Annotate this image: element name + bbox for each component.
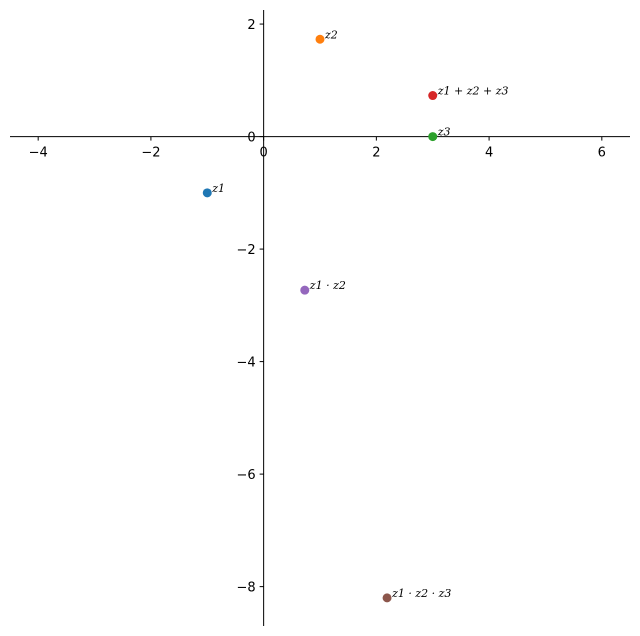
point-label: z3 [437, 126, 451, 139]
point-label: z2 [324, 28, 338, 41]
x-ticks: −4 −2 0 2 4 6 [29, 136, 606, 161]
x-tick-label: −2 [141, 146, 160, 161]
data-points: z1 z2 z3 z1 + z2 + z3 z1 · z2 z1 · z2 · z3 [202, 28, 509, 603]
x-tick-label: 2 [372, 146, 380, 161]
y-tick-label: 0 [247, 131, 255, 146]
y-tick-label: −2 [236, 243, 255, 258]
y-ticks: 2 0 −2 −4 −6 −8 [236, 18, 264, 596]
point-label: z1 [211, 182, 225, 195]
axes [10, 10, 630, 626]
x-tick-label: 0 [259, 146, 267, 161]
point-label: z1 · z2 · z3 [391, 587, 451, 600]
data-point [300, 285, 310, 295]
data-point [428, 91, 438, 101]
y-tick-label: −8 [236, 581, 255, 596]
y-tick-label: −6 [236, 468, 255, 483]
x-tick-label: −4 [29, 146, 48, 161]
point-label: z1 · z2 [309, 279, 346, 292]
data-point [382, 593, 392, 603]
data-point [202, 188, 212, 198]
y-tick-label: 2 [247, 18, 255, 33]
data-point [315, 34, 325, 44]
x-tick-label: 6 [598, 146, 606, 161]
y-tick-label: −4 [236, 356, 255, 371]
data-point [428, 132, 438, 142]
x-tick-label: 4 [485, 146, 493, 161]
point-label: z1 + z2 + z3 [437, 85, 509, 98]
